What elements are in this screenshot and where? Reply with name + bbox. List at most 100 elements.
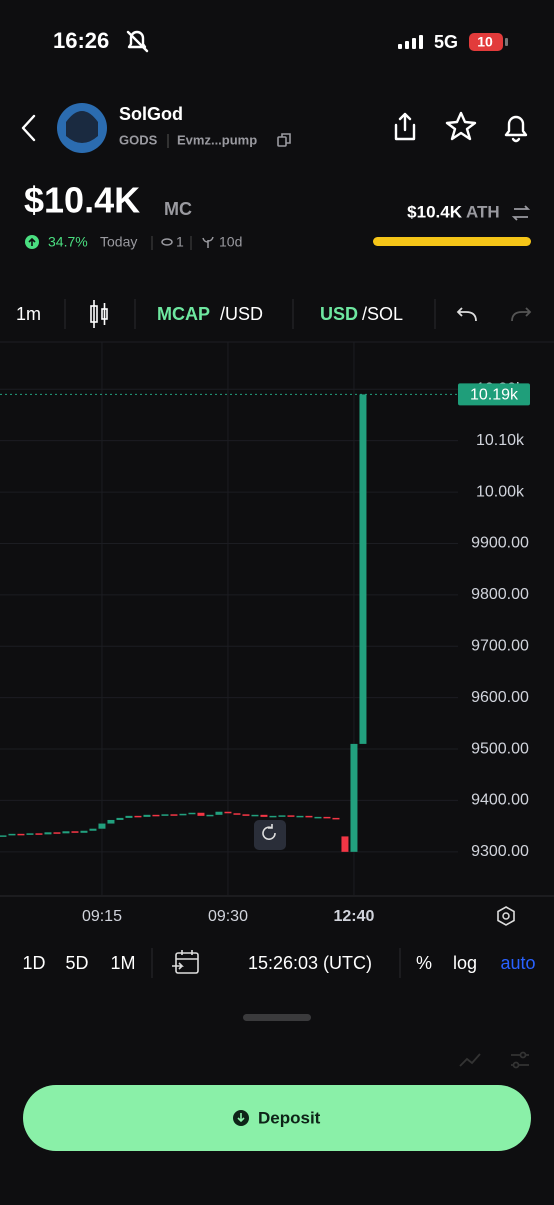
candle	[215, 811, 223, 815]
candle	[260, 814, 268, 817]
candle	[107, 819, 115, 824]
mcap-quote[interactable]: /USD	[220, 304, 263, 324]
candle	[359, 394, 367, 744]
favorite-button[interactable]	[445, 111, 477, 141]
settings-icon	[502, 912, 510, 920]
candle	[350, 743, 358, 852]
deposit-arrow	[237, 1113, 245, 1123]
copy-icon[interactable]	[277, 133, 291, 147]
usd-quote[interactable]: /SOL	[362, 304, 403, 324]
settings-button[interactable]	[497, 906, 515, 926]
range-button[interactable]: 1D	[22, 953, 45, 973]
ath-progress	[373, 237, 531, 246]
mute-icon	[126, 30, 149, 53]
candle	[242, 814, 250, 816]
log-button[interactable]: log	[453, 953, 477, 973]
auto-button[interactable]: auto	[500, 953, 535, 973]
x-tick-label: 09:15	[82, 908, 122, 925]
candle	[287, 815, 295, 817]
x-tick-label: 09:30	[208, 908, 248, 925]
reset-chart-button[interactable]	[254, 820, 286, 850]
change-period: Today	[100, 234, 137, 250]
candle	[170, 814, 178, 816]
battery	[469, 33, 503, 51]
range-button[interactable]: 5D	[65, 953, 88, 973]
candle	[233, 813, 241, 815]
market-cap: $10.4K	[24, 180, 140, 221]
candle	[35, 833, 43, 835]
candle	[143, 814, 151, 817]
y-tick-label: 9800.00	[471, 586, 529, 603]
avatar-face	[66, 111, 98, 143]
candle	[323, 816, 331, 819]
interval[interactable]: 1m	[16, 304, 41, 324]
candle	[53, 832, 61, 834]
candle	[161, 814, 169, 816]
swap-icon[interactable]	[511, 205, 531, 221]
viewers-icon	[161, 238, 173, 246]
sheet-handle[interactable]	[243, 1014, 311, 1021]
x-tick-label: 12:40	[334, 908, 375, 925]
ticker: GODS	[119, 132, 158, 147]
last-price-tag	[458, 383, 530, 406]
candle	[98, 823, 106, 829]
candle	[89, 828, 97, 831]
calendar-button[interactable]	[172, 950, 199, 974]
age: 10d	[219, 234, 242, 250]
candle	[44, 832, 52, 835]
chart: 9300.00 9400.00 9500.00 9600.00 9700.00 9800.…	[0, 342, 530, 925]
candle	[80, 830, 88, 833]
battery-level: 10	[477, 34, 493, 50]
clock: 15:26:03 (UTC)	[248, 953, 372, 973]
chart-type-button[interactable]	[90, 300, 108, 328]
usd-toggle[interactable]: USD	[320, 304, 358, 324]
candle	[206, 814, 214, 817]
signal-icon	[398, 35, 423, 49]
y-tick-label: 10.00k	[476, 483, 525, 500]
y-tick-label: 9300.00	[471, 843, 529, 860]
y-tick-label: 9400.00	[471, 792, 529, 809]
deposit-button[interactable]	[23, 1085, 531, 1151]
percent-button[interactable]: %	[416, 953, 432, 973]
mcap-toggle[interactable]: MCAP	[157, 304, 210, 324]
market-cap-unit: MC	[164, 199, 192, 219]
alert-button[interactable]	[504, 115, 528, 143]
candle	[8, 833, 16, 836]
candle	[332, 817, 340, 820]
undo-button[interactable]	[456, 307, 477, 322]
candle	[179, 813, 187, 816]
token-name: SolGod	[119, 104, 183, 124]
y-tick-label: 10.10k	[476, 432, 525, 449]
battery-tip	[505, 38, 508, 46]
deposit-label: Deposit	[258, 1108, 321, 1127]
ath-value: $10.4K	[407, 202, 463, 221]
reset-icon	[262, 824, 276, 840]
faint-icon	[459, 1053, 481, 1067]
last-price-label: 10.19k	[470, 387, 519, 404]
y-tick-label: 9900.00	[471, 535, 529, 552]
y-tick-label: 9600.00	[471, 689, 529, 706]
candle	[341, 836, 349, 852]
age-icon	[202, 236, 214, 248]
range-button[interactable]: 1M	[110, 953, 135, 973]
network: 5G	[434, 32, 458, 52]
change-arrow	[28, 237, 36, 246]
back-button[interactable]	[21, 114, 36, 142]
candle	[134, 815, 142, 818]
candle	[251, 814, 259, 817]
candle	[17, 833, 25, 836]
candle	[305, 815, 313, 818]
share-button[interactable]	[394, 112, 416, 141]
redo-button[interactable]	[511, 307, 532, 322]
change: 34.7%	[48, 234, 88, 250]
candle	[188, 812, 196, 815]
candle	[0, 835, 7, 837]
viewers: 1	[176, 234, 184, 250]
candle	[224, 811, 232, 814]
status-time: 16:26	[53, 28, 109, 53]
candle	[269, 815, 277, 818]
address: Evmz...pump	[177, 132, 257, 147]
candle	[125, 815, 133, 818]
